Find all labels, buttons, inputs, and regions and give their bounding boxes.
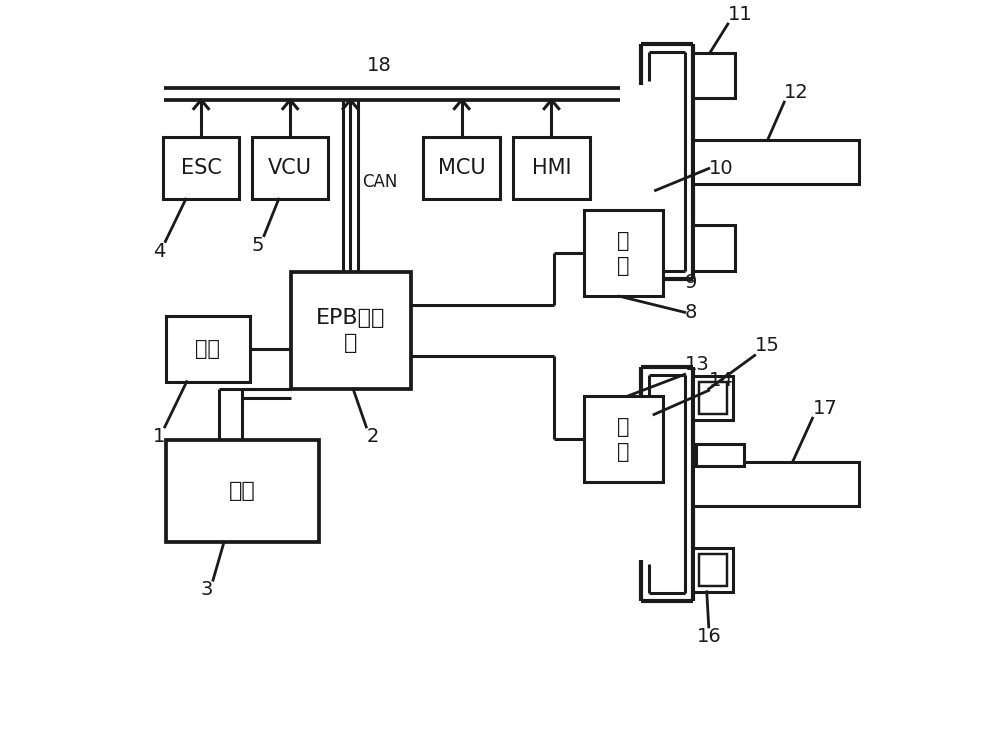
Text: VCU: VCU bbox=[268, 158, 312, 178]
Bar bbox=[252, 137, 328, 199]
Text: MCU: MCU bbox=[438, 158, 486, 178]
Bar bbox=[513, 137, 590, 199]
Text: 12: 12 bbox=[784, 83, 809, 102]
Bar bbox=[291, 272, 411, 389]
Text: 15: 15 bbox=[755, 337, 780, 355]
Text: 5: 5 bbox=[252, 236, 264, 255]
Bar bbox=[693, 462, 859, 506]
Text: EPB控制
器: EPB控制 器 bbox=[316, 308, 385, 353]
Text: 13: 13 bbox=[685, 355, 709, 374]
Text: ESC: ESC bbox=[181, 158, 222, 178]
Bar bbox=[584, 210, 663, 296]
Text: HMI: HMI bbox=[532, 158, 571, 178]
Bar bbox=[166, 440, 319, 542]
Text: 按键: 按键 bbox=[195, 339, 220, 359]
Text: 3: 3 bbox=[201, 580, 213, 600]
Bar bbox=[163, 137, 239, 199]
Text: 9: 9 bbox=[685, 273, 697, 292]
Text: 10: 10 bbox=[709, 159, 733, 178]
Text: 电
机: 电 机 bbox=[617, 417, 630, 462]
Bar bbox=[699, 381, 727, 414]
Bar bbox=[166, 316, 250, 381]
Text: 18: 18 bbox=[367, 56, 392, 75]
Text: 4: 4 bbox=[153, 242, 165, 261]
Bar bbox=[693, 53, 735, 98]
Text: 17: 17 bbox=[813, 399, 837, 418]
Text: 电源: 电源 bbox=[229, 481, 256, 501]
Text: 2: 2 bbox=[366, 427, 379, 446]
Bar bbox=[423, 137, 500, 199]
Bar bbox=[584, 396, 663, 482]
Bar bbox=[693, 225, 735, 271]
Text: 1: 1 bbox=[152, 427, 165, 446]
Text: 电
机: 电 机 bbox=[617, 231, 630, 275]
Text: 11: 11 bbox=[728, 5, 753, 24]
Text: 8: 8 bbox=[685, 303, 697, 322]
Bar bbox=[693, 376, 733, 419]
Bar bbox=[693, 548, 733, 592]
Bar bbox=[696, 444, 744, 466]
Text: 14: 14 bbox=[709, 371, 734, 390]
Text: CAN: CAN bbox=[362, 173, 397, 191]
Bar bbox=[693, 140, 859, 184]
Text: 16: 16 bbox=[696, 627, 721, 646]
Bar bbox=[699, 554, 727, 586]
